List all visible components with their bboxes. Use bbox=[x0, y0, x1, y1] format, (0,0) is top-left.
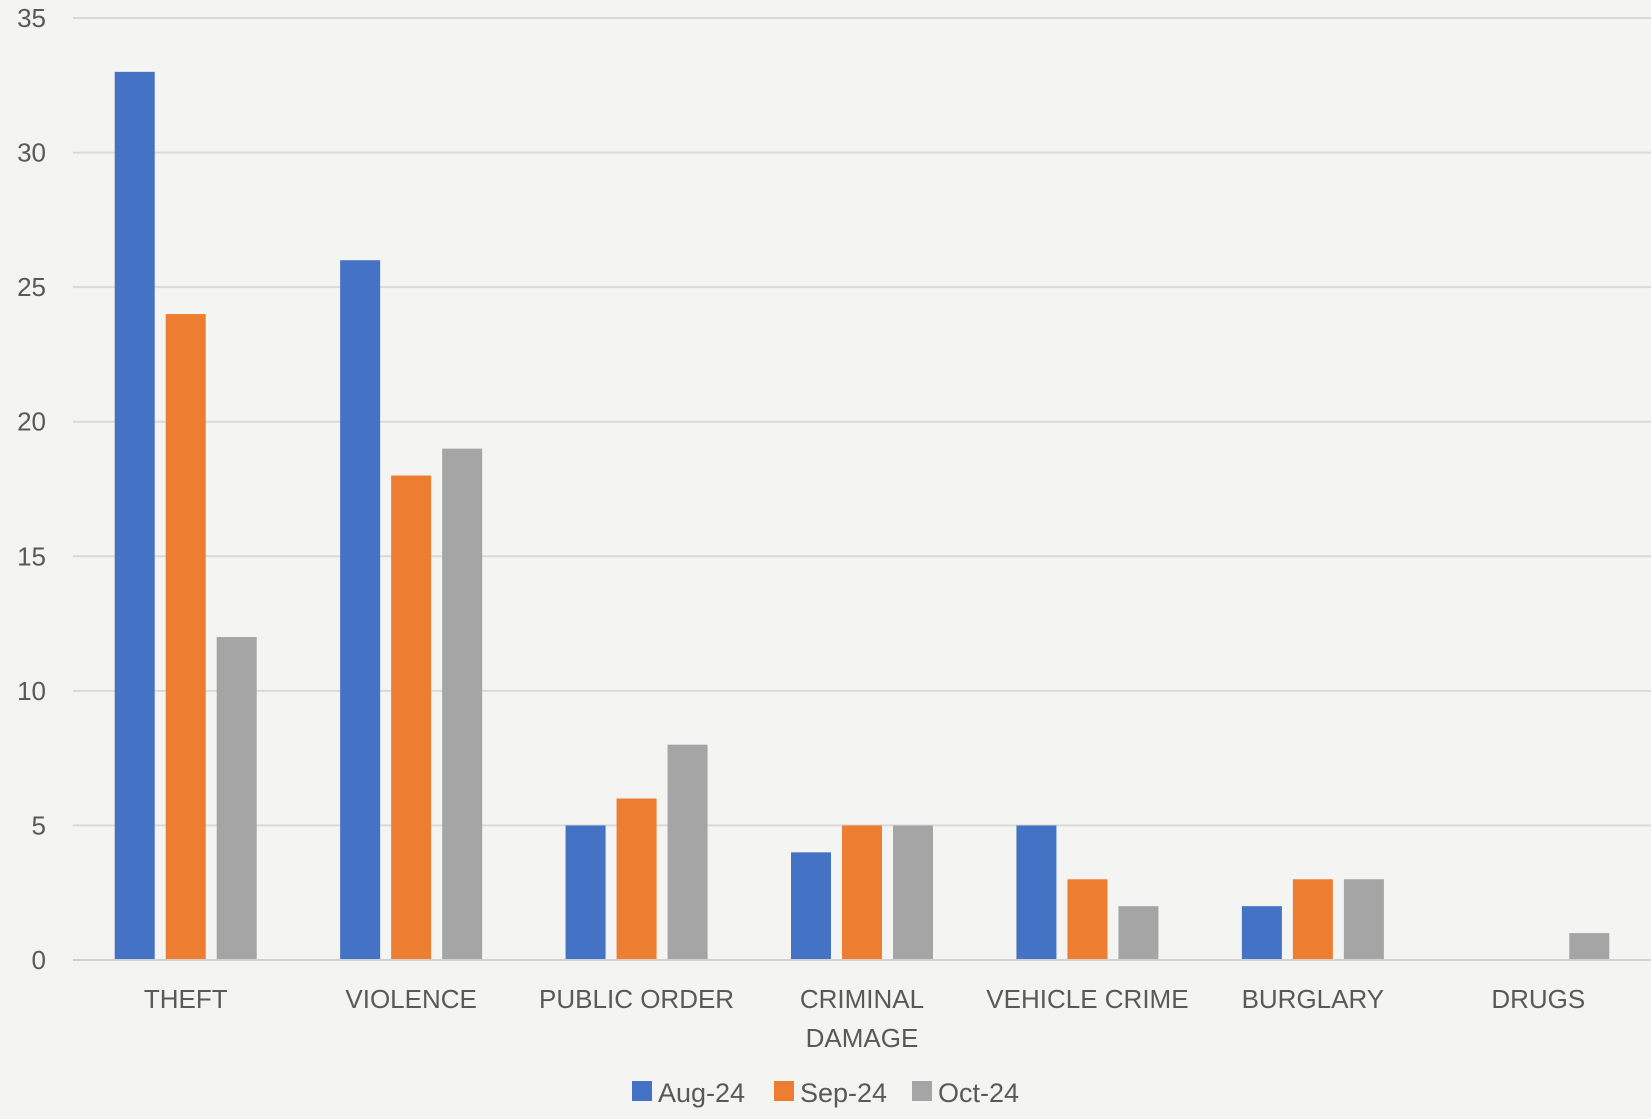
x-category-label-line: CRIMINAL bbox=[800, 984, 924, 1014]
x-axis-labels: THEFT VIOLENCE PUBLIC ORDER CRIMINAL DAMAGE V… bbox=[144, 984, 1585, 1053]
x-category-label-drugs: DRUGS bbox=[1491, 984, 1585, 1014]
bar-vehicle-crime-aug-24 bbox=[1016, 825, 1057, 960]
x-category-label-theft: THEFT bbox=[144, 984, 228, 1014]
x-category-label-line: BURGLARY bbox=[1242, 984, 1385, 1014]
x-category-label-line: DRUGS bbox=[1491, 984, 1585, 1014]
bar-criminal-damage-aug-24 bbox=[791, 852, 831, 960]
x-category-label-burglary: BURGLARY bbox=[1242, 984, 1385, 1014]
legend-label-aug-24: Aug-24 bbox=[658, 1078, 745, 1108]
bar-theft-sep-24 bbox=[165, 314, 206, 960]
bar-theft-oct-24 bbox=[216, 637, 257, 960]
legend-label-oct-24: Oct-24 bbox=[938, 1078, 1019, 1108]
bar-burglary-oct-24 bbox=[1343, 879, 1384, 960]
bar-criminal-damage-sep-24 bbox=[842, 825, 882, 960]
y-tick-label-20: 20 bbox=[17, 407, 46, 437]
legend: Aug-24 Sep-24 Oct-24 bbox=[632, 1078, 1019, 1108]
x-category-label-line: VEHICLE CRIME bbox=[986, 984, 1188, 1014]
bar-theft-aug-24 bbox=[114, 71, 155, 961]
y-tick-label-35: 35 bbox=[17, 3, 46, 33]
y-axis-ticks: 0 5 10 15 20 25 30 35 bbox=[17, 3, 46, 975]
bar-burglary-sep-24 bbox=[1292, 879, 1333, 960]
legend-swatch-sep-24 bbox=[774, 1081, 794, 1101]
x-category-label-criminal-damage: CRIMINAL DAMAGE bbox=[800, 984, 924, 1053]
x-category-label-public-order: PUBLIC ORDER bbox=[539, 984, 734, 1014]
bar-public-order-oct-24 bbox=[667, 744, 708, 960]
y-tick-label-30: 30 bbox=[17, 138, 46, 168]
y-tick-label-5: 5 bbox=[32, 810, 46, 840]
bar-drugs-oct-24 bbox=[1569, 933, 1610, 960]
y-tick-label-25: 25 bbox=[17, 272, 46, 302]
legend-swatch-oct-24 bbox=[912, 1081, 932, 1101]
bar-violence-sep-24 bbox=[391, 475, 432, 960]
bar-burglary-aug-24 bbox=[1241, 906, 1282, 960]
x-category-label-line: PUBLIC ORDER bbox=[539, 984, 734, 1014]
bars bbox=[114, 71, 1610, 961]
bar-violence-oct-24 bbox=[442, 448, 483, 960]
x-category-label-line: DAMAGE bbox=[806, 1023, 919, 1053]
bar-criminal-damage-oct-24 bbox=[893, 825, 933, 960]
x-category-label-violence: VIOLENCE bbox=[345, 984, 477, 1014]
bar-public-order-sep-24 bbox=[616, 798, 657, 960]
x-category-label-vehicle-crime: VEHICLE CRIME bbox=[986, 984, 1188, 1014]
x-category-label-line: THEFT bbox=[144, 984, 228, 1014]
legend-label-sep-24: Sep-24 bbox=[800, 1078, 887, 1108]
bar-violence-aug-24 bbox=[340, 260, 381, 960]
legend-swatch-aug-24 bbox=[632, 1081, 652, 1101]
x-category-label-line: VIOLENCE bbox=[345, 984, 477, 1014]
bar-public-order-aug-24 bbox=[565, 825, 606, 960]
bar-vehicle-crime-oct-24 bbox=[1118, 906, 1159, 960]
y-tick-label-15: 15 bbox=[17, 541, 46, 571]
y-tick-label-0: 0 bbox=[32, 945, 46, 975]
y-tick-label-10: 10 bbox=[17, 676, 46, 706]
bar-vehicle-crime-sep-24 bbox=[1067, 879, 1108, 960]
gridlines bbox=[73, 17, 1651, 827]
